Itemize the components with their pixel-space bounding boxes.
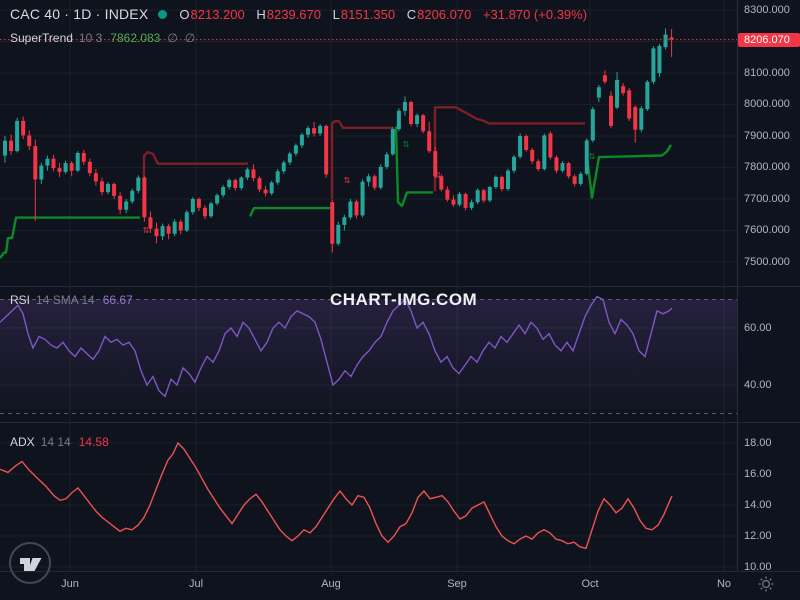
- time-axis[interactable]: [0, 571, 800, 600]
- svg-text:⇅: ⇅: [435, 171, 442, 180]
- adx-value: 14.58: [78, 435, 109, 449]
- price-chart-panel[interactable]: ⇅ ⇅ ⇅ ⇅ ⇅: [0, 0, 737, 286]
- adx-params: 14 14: [40, 435, 71, 449]
- symbol-title: CAC 40 · 1D · INDEX: [10, 6, 149, 22]
- axis-label: 14.00: [744, 498, 772, 511]
- adx-legend[interactable]: ADX 14 14 14.58: [10, 435, 109, 449]
- time-axis-label: Sep: [447, 578, 467, 590]
- axis-label: 7500.000: [744, 255, 790, 268]
- ohlc-readout: O8213.200 H8239.670 L8151.350 C8206.070 …: [179, 7, 595, 22]
- rsi-name: RSI: [10, 293, 31, 307]
- high-label: H: [256, 6, 266, 22]
- market-status-icon[interactable]: [158, 9, 168, 19]
- axis-label: 7900.000: [744, 129, 790, 142]
- adx-name: ADX: [10, 435, 35, 449]
- svg-text:⇅: ⇅: [403, 140, 410, 149]
- svg-text:⇅: ⇅: [589, 152, 596, 161]
- axis-label: 12.00: [744, 529, 772, 542]
- supertrend-name: SuperTrend: [10, 31, 73, 45]
- supertrend-legend[interactable]: SuperTrend 10 3 7862.083 ∅ ∅: [10, 31, 195, 45]
- supertrend-empty-icon: ∅: [184, 31, 196, 45]
- axis-label: 8000.000: [744, 98, 790, 110]
- chart-img-watermark: CHART-IMG.COM: [330, 290, 478, 309]
- rsi-params: 14 SMA 14: [36, 293, 95, 307]
- axis-label: 16.00: [744, 467, 772, 480]
- change-value: +31.870 (+0.39%): [482, 6, 588, 22]
- supertrend-value: 7862.083: [110, 31, 161, 45]
- rsi-value: 66.67: [102, 293, 133, 307]
- axis-label: 40.00: [744, 378, 772, 391]
- axis-label: 7700.000: [744, 192, 790, 205]
- axis-label: 10.00: [744, 560, 772, 573]
- axis-label: 18.00: [744, 436, 772, 449]
- rsi-legend[interactable]: RSI 14 SMA 14 66.67: [10, 293, 133, 307]
- time-axis-label: Jun: [61, 578, 79, 590]
- supertrend-empty-icon: ∅: [167, 31, 178, 45]
- axis-label: 7800.000: [744, 161, 790, 173]
- svg-text:⇅: ⇅: [143, 226, 150, 235]
- open-value: 8213.200: [190, 6, 245, 22]
- adx-canvas: [0, 422, 737, 571]
- low-label: L: [332, 6, 340, 22]
- panel-divider[interactable]: [0, 422, 800, 423]
- axis-label: 8300.000: [744, 3, 790, 16]
- high-value: 8239.670: [266, 6, 321, 22]
- close-label: C: [406, 6, 417, 22]
- time-axis-label: No: [716, 578, 732, 590]
- symbol-legend[interactable]: CAC 40 · 1D · INDEX O8213.200 H8239.670 …: [10, 6, 595, 22]
- time-axis-label: Jul: [188, 578, 204, 590]
- session-sun-icon[interactable]: [757, 575, 775, 593]
- low-value: 8151.350: [340, 6, 396, 22]
- close-value: 8206.070: [417, 6, 472, 22]
- adx-panel[interactable]: [0, 422, 737, 571]
- rsi-panel[interactable]: [0, 286, 737, 422]
- price-axis-separator: [737, 0, 738, 571]
- open-label: O: [179, 6, 190, 22]
- time-axis-label: Oct: [581, 578, 599, 590]
- supertrend-params: 10 3: [78, 31, 103, 45]
- axis-label: 60.00: [744, 321, 772, 334]
- panel-divider[interactable]: [0, 286, 800, 287]
- rsi-canvas: [0, 286, 737, 422]
- axis-label: 7600.000: [744, 224, 790, 236]
- last-price-badge: 8206.070: [738, 33, 800, 47]
- tradingview-logo[interactable]: [8, 541, 52, 585]
- axis-label: 8100.000: [744, 66, 790, 79]
- svg-text:⇅: ⇅: [344, 176, 351, 185]
- price-chart-canvas: ⇅ ⇅ ⇅ ⇅ ⇅: [0, 0, 737, 286]
- time-axis-label: Aug: [321, 578, 341, 590]
